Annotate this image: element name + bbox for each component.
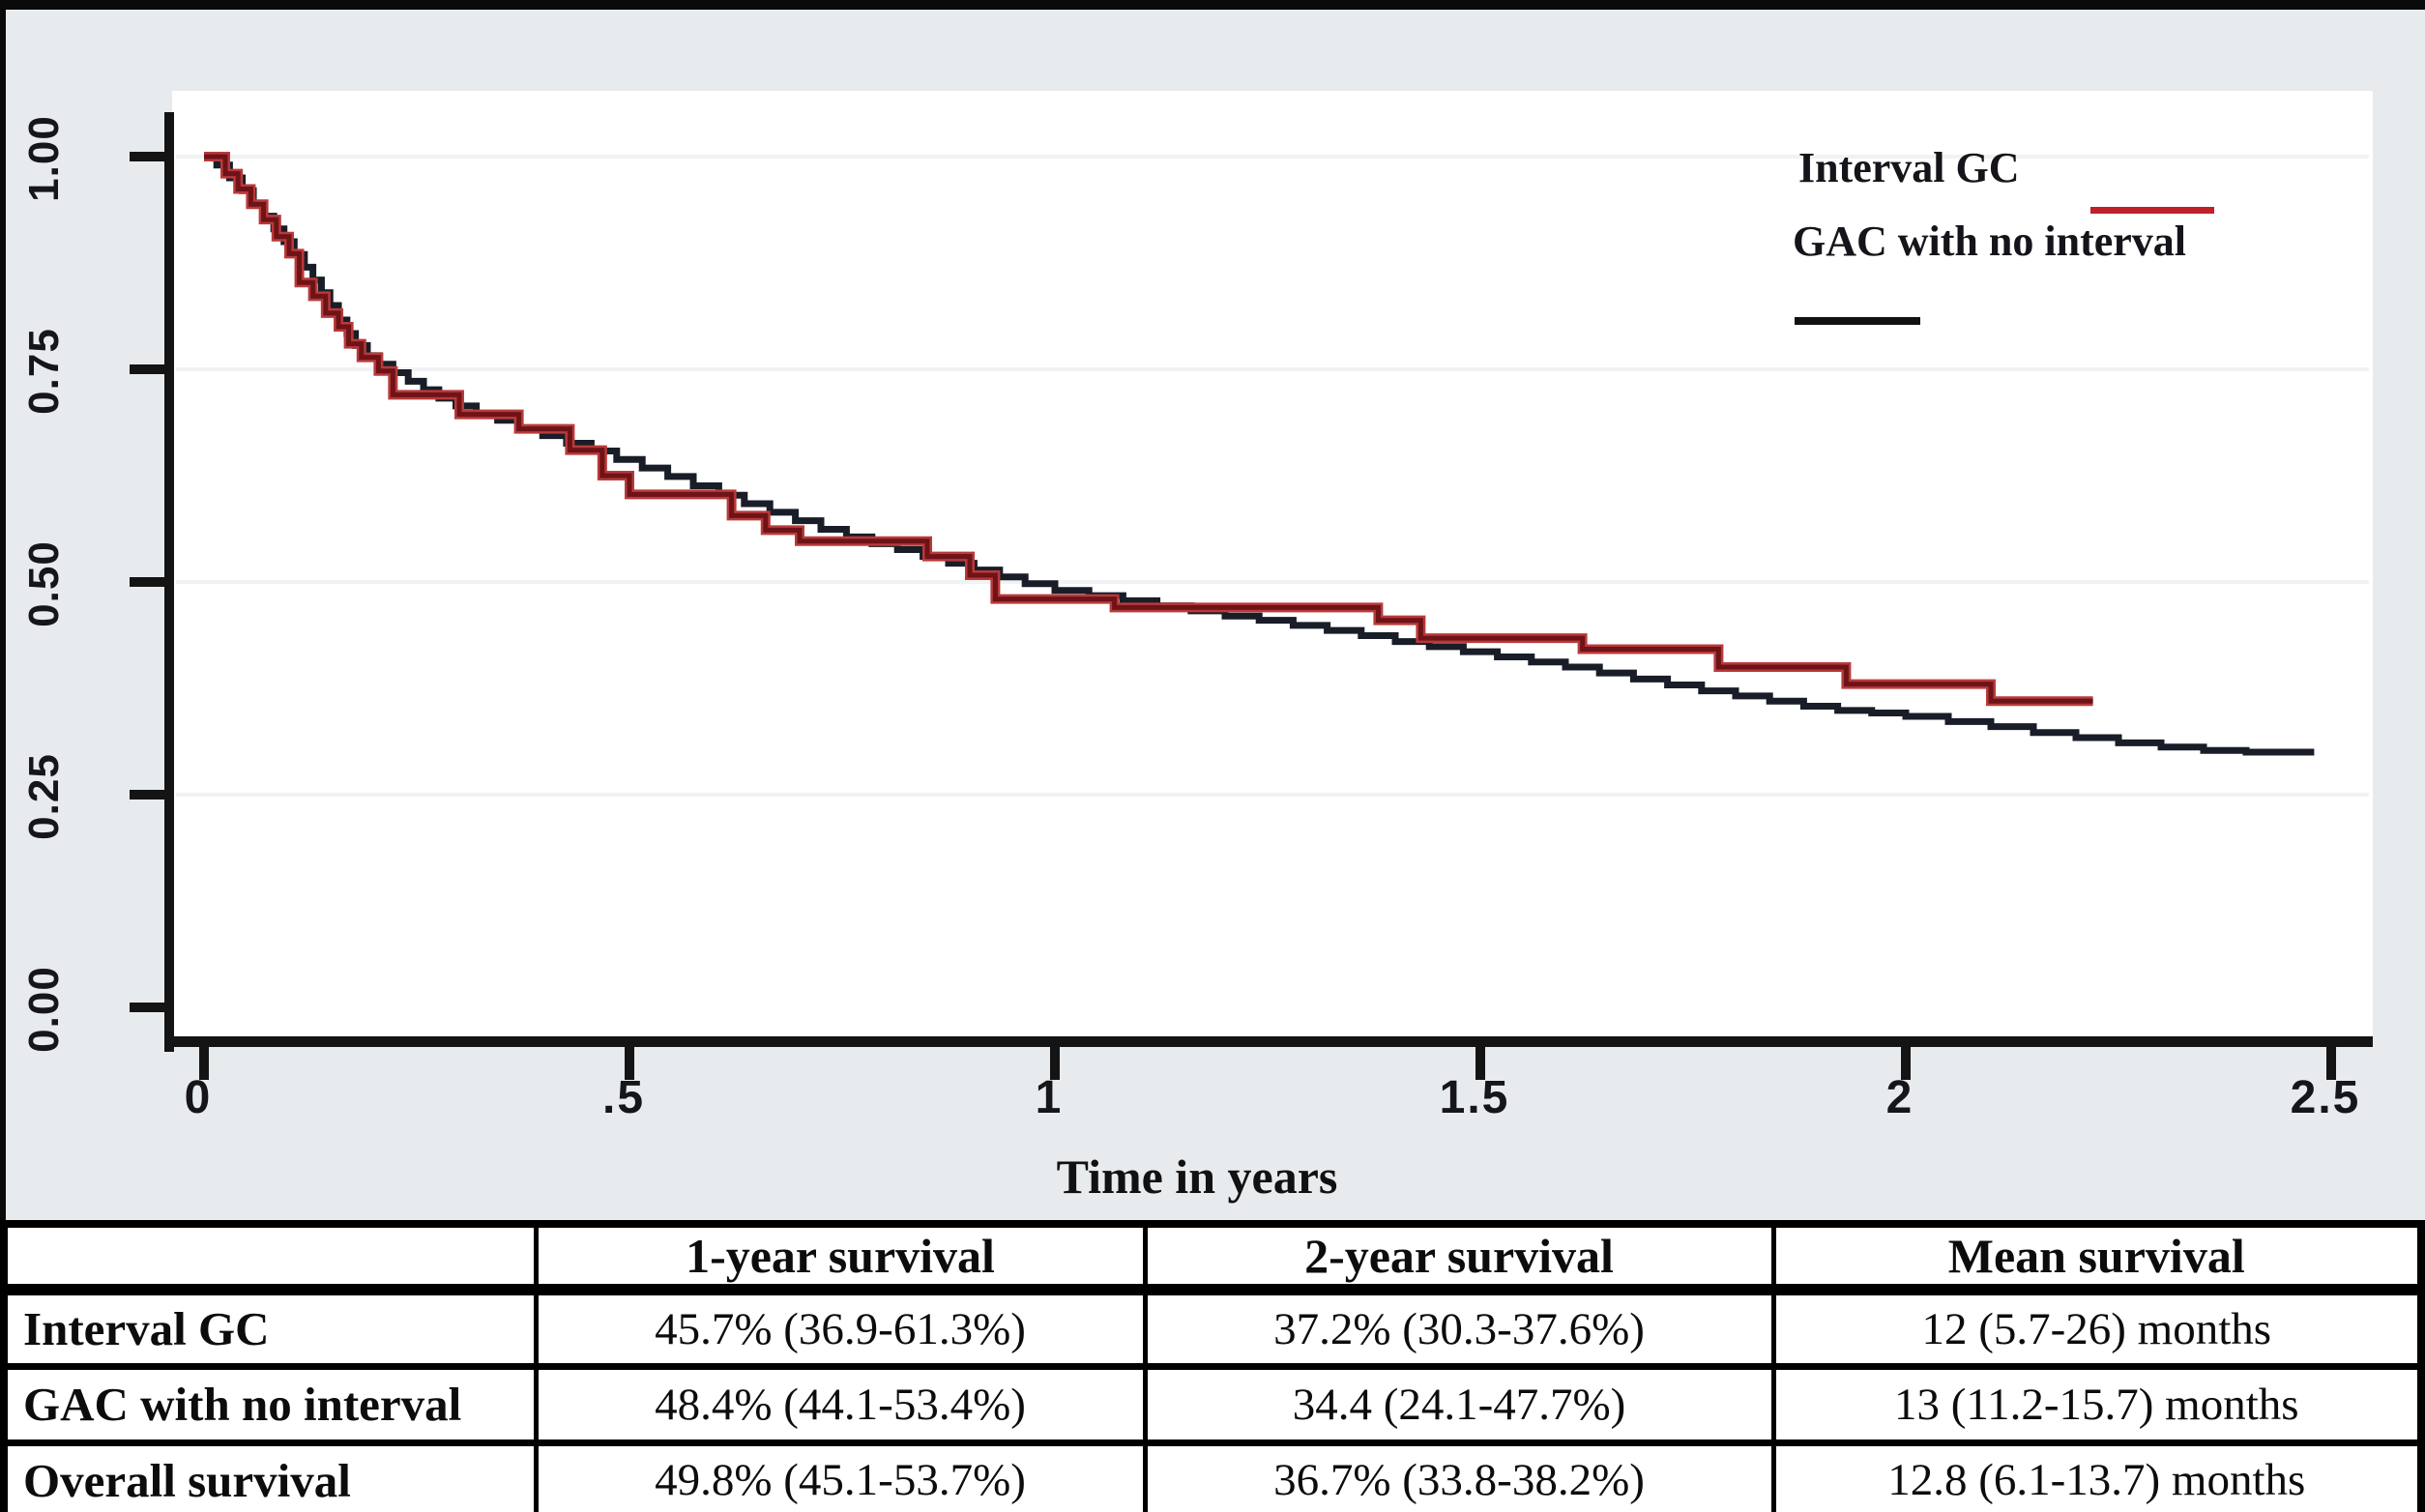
- km-curves-svg: [130, 91, 2373, 1080]
- survival-results-table: 1-year survival 2-year survival Mean sur…: [0, 1220, 2425, 1512]
- cell-overall-mean: 12.8 (6.1-13.7) months: [1770, 1439, 2424, 1512]
- table-row-gac-no-interval: GAC with no interval 48.4% (44.1-53.4%) …: [1, 1362, 2424, 1446]
- cell-overall-1yr: 49.8% (45.1-53.7%): [533, 1439, 1148, 1512]
- header-2yr-survival: 2-year survival: [1142, 1220, 1776, 1295]
- legend-label-interval-gc: Interval GC: [1798, 144, 2020, 191]
- cell-gac-1yr: 48.4% (44.1-53.4%): [533, 1362, 1148, 1446]
- table-row-overall-survival: Overall survival 49.8% (45.1-53.7%) 36.7…: [1, 1439, 2424, 1512]
- row-label-interval-gc: Interval GC: [1, 1286, 539, 1370]
- cell-interval-gc-mean: 12 (5.7-26) months: [1770, 1286, 2424, 1370]
- y-tick-0.50: 0.50: [20, 540, 68, 627]
- x-tick-0.5: .5: [601, 1072, 646, 1123]
- x-axis-title: Time in years: [1056, 1149, 1338, 1204]
- x-tick-1: 1: [1035, 1072, 1064, 1123]
- header-empty-cell: [1, 1220, 539, 1295]
- x-tick-0: 0: [184, 1072, 213, 1123]
- legend-label-gac-no-interval: GAC with no interval: [1793, 218, 2186, 265]
- survival-chart: 1.00 0.75 0.50 0.25 0.00 0 .5 1 1.5 2 2.…: [6, 10, 2425, 1220]
- y-tick-0.75: 0.75: [20, 328, 68, 415]
- legend-line-red-icon: [2090, 207, 2214, 214]
- x-tick-1.5: 1.5: [1439, 1072, 1510, 1123]
- legend-line-black-icon: [1795, 317, 1920, 325]
- x-tick-2: 2: [1885, 1072, 1914, 1123]
- survival-results-table-wrap: 1-year survival 2-year survival Mean sur…: [0, 1220, 2425, 1512]
- cell-overall-2yr: 36.7% (33.8-38.2%): [1142, 1439, 1776, 1512]
- cell-interval-gc-1yr: 45.7% (36.9-61.3%): [533, 1286, 1148, 1370]
- table-row-interval-gc: Interval GC 45.7% (36.9-61.3%) 37.2% (30…: [1, 1286, 2424, 1370]
- chart-legend: Interval GC GAC with no interval: [1793, 143, 2334, 346]
- x-tick-2.5: 2.5: [2290, 1072, 2361, 1123]
- cell-interval-gc-2yr: 37.2% (30.3-37.6%): [1142, 1286, 1776, 1370]
- y-tick-0.25: 0.25: [20, 753, 68, 840]
- cell-gac-mean: 13 (11.2-15.7) months: [1770, 1362, 2424, 1446]
- header-mean-survival: Mean survival: [1770, 1220, 2424, 1295]
- cell-gac-2yr: 34.4 (24.1-47.7%): [1142, 1362, 1776, 1446]
- y-tick-1.00: 1.00: [20, 115, 68, 202]
- header-1yr-survival: 1-year survival: [533, 1220, 1148, 1295]
- table-header-row: 1-year survival 2-year survival Mean sur…: [1, 1220, 2424, 1295]
- row-label-gac-no-interval: GAC with no interval: [1, 1362, 539, 1446]
- row-label-overall-survival: Overall survival: [1, 1439, 539, 1512]
- y-tick-0.00: 0.00: [20, 966, 68, 1053]
